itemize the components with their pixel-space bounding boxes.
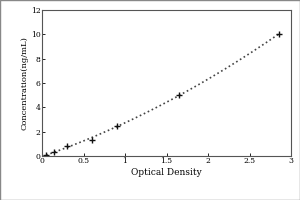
X-axis label: Optical Density: Optical Density xyxy=(131,168,202,177)
Y-axis label: Concentration(ng/mL): Concentration(ng/mL) xyxy=(20,36,28,130)
